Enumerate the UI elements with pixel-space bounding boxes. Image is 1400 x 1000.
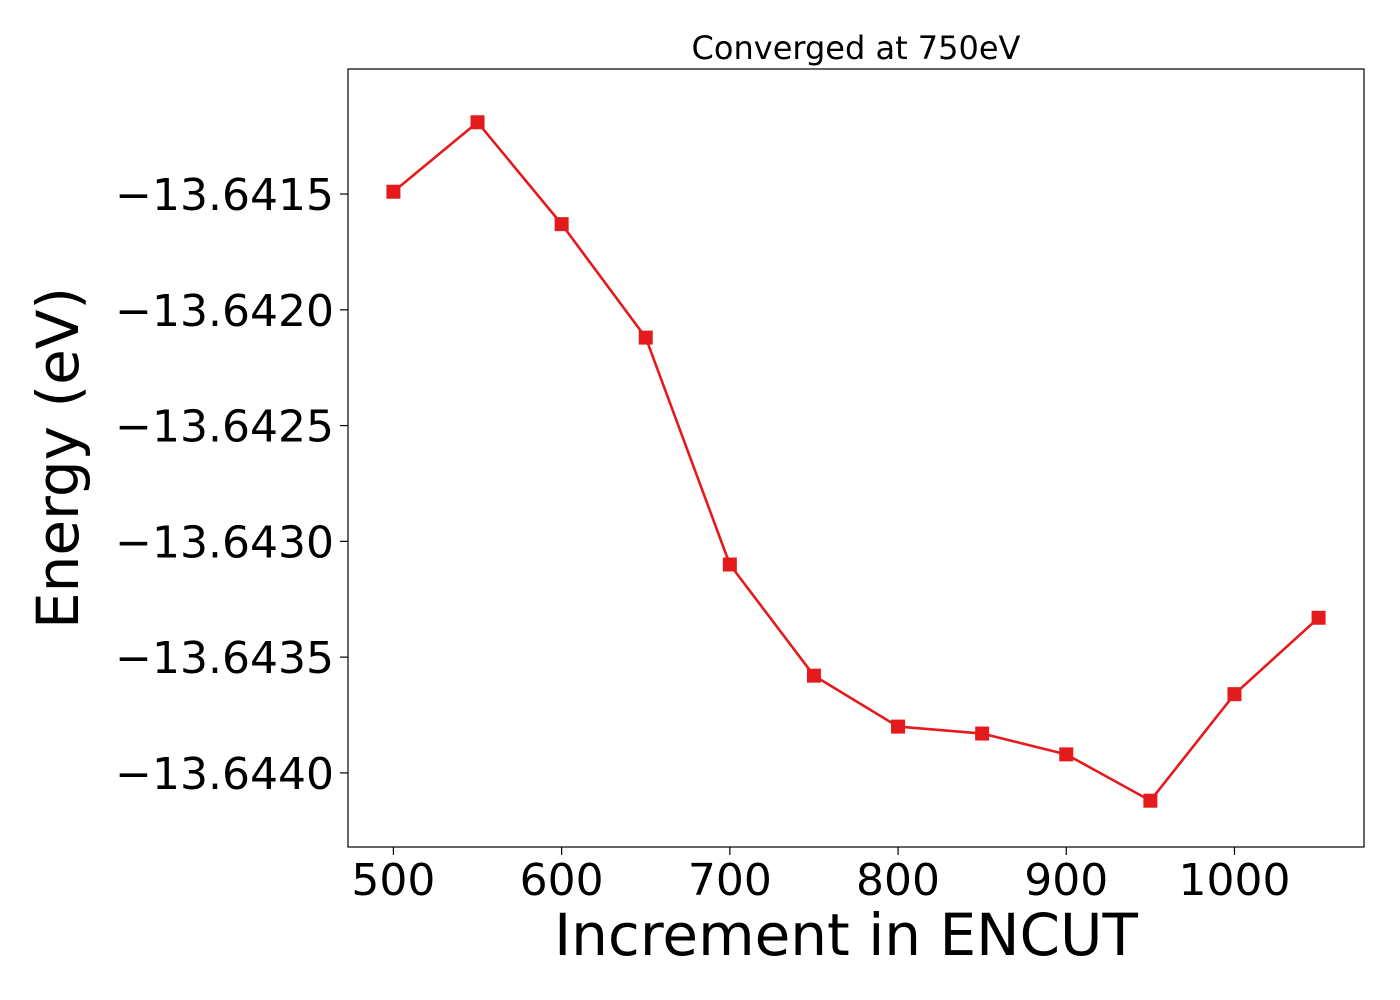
y-tick-label: −13.6430	[115, 517, 334, 568]
x-tick-label: 600	[520, 855, 604, 906]
data-point	[554, 217, 569, 232]
data-point	[975, 726, 990, 741]
y-tick-label: −13.6415	[115, 170, 334, 221]
y-tick-label: −13.6425	[115, 402, 334, 453]
plot-frame	[347, 68, 1365, 848]
y-tick-label: −13.6420	[115, 286, 334, 337]
y-axis-ticks: −13.6415 −13.6420 −13.6425 −13.6430 −13.6435…	[115, 170, 348, 800]
y-axis-label: Energy (eV)	[24, 287, 92, 629]
y-tick-label: −13.6435	[115, 633, 334, 684]
series-line	[392, 120, 1320, 802]
x-tick-label: 1000	[1178, 855, 1290, 906]
chart-title: Converged at 750eV	[692, 29, 1021, 67]
data-point	[891, 719, 906, 734]
data-point	[1227, 687, 1242, 702]
data-point	[722, 557, 737, 572]
y-tick-label: −13.6440	[115, 749, 334, 800]
plot-series	[386, 115, 1326, 808]
x-tick-label: 500	[351, 855, 435, 906]
data-point	[1143, 793, 1158, 808]
data-point	[638, 330, 653, 345]
data-point	[386, 184, 401, 199]
x-tick-label: 700	[688, 855, 772, 906]
data-point	[806, 668, 821, 683]
data-point	[470, 115, 485, 130]
x-axis-label: Increment in ENCUT	[554, 901, 1138, 969]
x-axis-ticks: 500 600 700 800 900 1000	[351, 847, 1290, 906]
x-tick-label: 800	[856, 855, 940, 906]
data-point	[1059, 747, 1074, 762]
data-point	[1311, 610, 1326, 625]
x-tick-label: 900	[1024, 855, 1108, 906]
